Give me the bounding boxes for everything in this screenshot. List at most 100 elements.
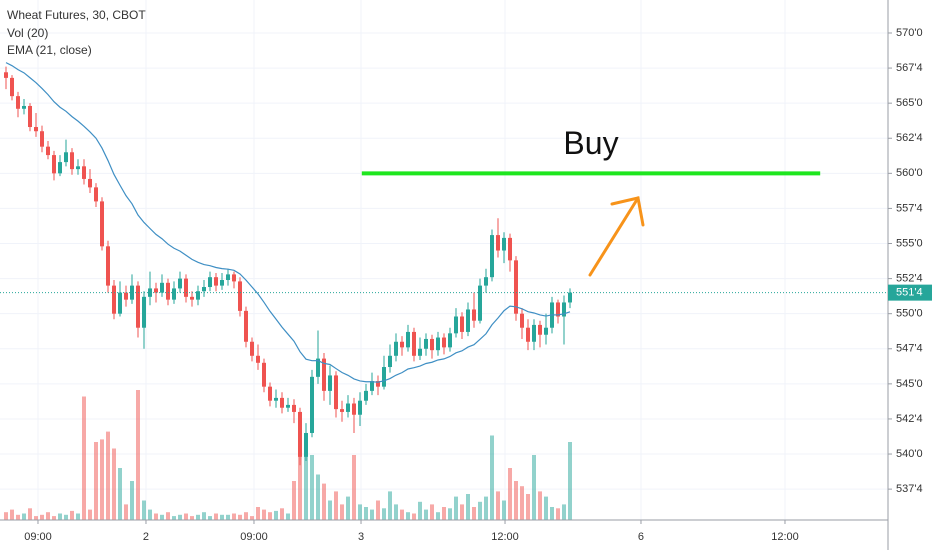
candle-body bbox=[202, 287, 206, 292]
candle-body bbox=[454, 316, 458, 334]
candle-body bbox=[112, 285, 116, 314]
y-tick-label: 562'4 bbox=[896, 132, 923, 144]
candle-body bbox=[364, 390, 368, 401]
volume-bar bbox=[514, 481, 518, 520]
y-tick-label: 550'0 bbox=[896, 308, 923, 320]
volume-bar bbox=[28, 508, 32, 520]
volume-bar bbox=[430, 504, 434, 520]
candle-body bbox=[100, 201, 104, 247]
volume-bar bbox=[76, 513, 80, 520]
volume-bar bbox=[106, 431, 110, 520]
candle-body bbox=[322, 358, 326, 391]
candle-body bbox=[514, 260, 518, 314]
candle-body bbox=[484, 277, 488, 286]
volume-bar bbox=[250, 516, 254, 520]
volume-bar bbox=[316, 474, 320, 520]
y-tick-label: 545'0 bbox=[896, 378, 923, 390]
volume-bar bbox=[364, 507, 368, 520]
volume-bar bbox=[490, 435, 494, 520]
volume-bar bbox=[496, 491, 500, 520]
candle-body bbox=[406, 331, 410, 348]
volume-bar bbox=[184, 513, 188, 520]
volume-bar bbox=[232, 513, 236, 520]
candle-body bbox=[346, 403, 350, 412]
volume-bar bbox=[256, 507, 260, 520]
candle-body bbox=[400, 341, 404, 348]
candle-body bbox=[190, 296, 194, 300]
y-tick-label: 547'4 bbox=[896, 343, 923, 355]
volume-bar bbox=[454, 496, 458, 520]
volume-bar bbox=[94, 442, 98, 520]
volume-bar bbox=[460, 504, 464, 520]
candle-body bbox=[412, 331, 416, 356]
volume-bar bbox=[220, 514, 224, 520]
volume-bar bbox=[10, 509, 14, 520]
x-tick-label: 12:00 bbox=[491, 531, 519, 543]
candle-body bbox=[82, 166, 86, 179]
candle-body bbox=[172, 288, 176, 300]
candle-body bbox=[568, 292, 572, 303]
candle-body bbox=[196, 291, 200, 300]
volume-bar bbox=[508, 468, 512, 520]
volume-bar bbox=[382, 508, 386, 520]
volume-bar bbox=[208, 516, 212, 520]
volume-bar bbox=[238, 514, 242, 520]
volume-bar bbox=[502, 500, 506, 520]
candle-body bbox=[46, 146, 50, 156]
volume-bar bbox=[412, 513, 416, 520]
volume-bar bbox=[448, 508, 452, 520]
candle-body bbox=[280, 397, 284, 408]
candle-body bbox=[478, 285, 482, 321]
last-price-label: 551'4 bbox=[896, 287, 923, 299]
volume-bar bbox=[160, 514, 164, 520]
y-tick-label: 557'4 bbox=[896, 202, 923, 214]
candle-body bbox=[298, 411, 302, 457]
last-price-box bbox=[888, 284, 932, 301]
volume-bar bbox=[298, 429, 302, 520]
candle-body bbox=[274, 397, 278, 401]
y-tick-label: 542'4 bbox=[896, 413, 923, 425]
volume-bar bbox=[4, 512, 8, 520]
y-tick-label: 540'0 bbox=[896, 448, 923, 460]
candle-body bbox=[544, 327, 548, 335]
candle-body bbox=[382, 367, 386, 387]
volume-bar bbox=[100, 439, 104, 520]
volume-bar bbox=[310, 455, 314, 520]
volume-bar bbox=[64, 514, 68, 520]
x-tick-label: 09:00 bbox=[240, 531, 268, 543]
candle-body bbox=[262, 362, 266, 387]
volume-bar bbox=[214, 513, 218, 520]
candle-body bbox=[334, 375, 338, 410]
volume-bar bbox=[544, 496, 548, 520]
candle-body bbox=[532, 324, 536, 342]
volume-bar bbox=[262, 509, 266, 520]
volume-bar bbox=[568, 442, 572, 520]
volume-bar bbox=[370, 509, 374, 520]
candle-body bbox=[4, 72, 8, 78]
x-tick-label: 6 bbox=[638, 531, 644, 543]
volume-bar bbox=[148, 509, 152, 520]
candle-body bbox=[220, 280, 224, 286]
volume-bar bbox=[400, 509, 404, 520]
candle-body bbox=[256, 355, 260, 363]
x-tick-label: 3 bbox=[358, 531, 364, 543]
volume-bar bbox=[550, 507, 554, 520]
volume-bar bbox=[520, 486, 524, 520]
y-tick-label: 565'0 bbox=[896, 97, 923, 109]
volume-bar bbox=[136, 390, 140, 520]
volume-bar bbox=[52, 516, 56, 520]
candle-body bbox=[508, 237, 512, 261]
arrow-head bbox=[610, 196, 645, 227]
volume-bar bbox=[286, 513, 290, 520]
candle-body bbox=[496, 235, 500, 251]
volume-bar bbox=[16, 514, 20, 520]
volume-bar bbox=[280, 508, 284, 520]
volume-bar bbox=[556, 508, 560, 520]
candle-body bbox=[124, 292, 128, 300]
volume-bar bbox=[532, 455, 536, 520]
ema-line bbox=[5, 62, 571, 383]
volume-bar bbox=[478, 501, 482, 520]
candle-body bbox=[250, 341, 254, 356]
candle-body bbox=[292, 404, 296, 412]
